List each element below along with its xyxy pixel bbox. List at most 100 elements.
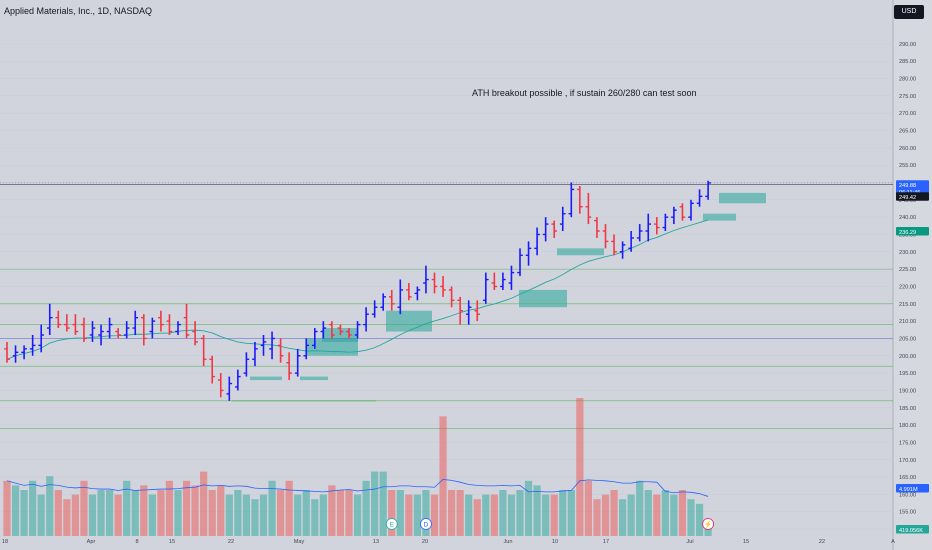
y-tick-label: 200.00 [899, 354, 916, 360]
y-tick-label: 175.00 [899, 440, 916, 446]
volume-bar [567, 490, 575, 536]
volume-bar [627, 494, 635, 536]
x-tick-label: May [294, 539, 305, 545]
volume-bar [371, 471, 379, 536]
x-tick-label: 18 [2, 539, 8, 545]
y-tick-label: 265.00 [899, 129, 916, 135]
x-tick-label: 10 [552, 539, 558, 545]
volume-bar [46, 476, 54, 536]
x-tick-label: 20 [422, 539, 428, 545]
volume-bar [353, 494, 362, 536]
volume-bar [37, 494, 45, 536]
y-tick-label: 240.00 [899, 215, 916, 221]
volume-bar [97, 490, 105, 536]
volume-bar [191, 485, 199, 536]
y-tick-label: 155.00 [899, 510, 916, 516]
x-tick-label: 15 [743, 539, 749, 545]
prev-close-badge-text: 249.42 [899, 195, 916, 201]
volume-badge [896, 525, 929, 534]
volume-bar [448, 490, 456, 536]
demand-zone [386, 310, 432, 332]
volume-bar [670, 494, 678, 536]
volume-bar [482, 494, 490, 536]
volume-bar [294, 494, 302, 536]
y-tick-label: 225.00 [899, 267, 916, 273]
volume-bar [396, 490, 404, 536]
volume-bar [456, 490, 464, 536]
volume-bar [106, 490, 114, 536]
volume-bar [362, 480, 370, 536]
volume-bar [174, 490, 182, 536]
volume-bar [695, 503, 704, 536]
currency-button[interactable]: USD [894, 5, 924, 19]
y-tick-label: 230.00 [899, 250, 916, 256]
prev-close-badge [896, 192, 929, 201]
volume-bar [277, 490, 285, 536]
volume-bar [29, 480, 37, 536]
volume-bar [584, 480, 592, 536]
event-marker-label: D [424, 522, 429, 529]
chart-title: Applied Materials, Inc., 1D, NASDAQ [4, 6, 153, 16]
volume-bar [379, 471, 387, 536]
volume-bar [542, 494, 550, 536]
demand-zone [307, 338, 358, 356]
volume-bar [311, 499, 319, 536]
volume-bar [661, 490, 669, 536]
volume-bar [242, 494, 250, 536]
volume-ma-badge-text: 4.991M [899, 487, 918, 493]
event-marker-label: ⚡ [704, 521, 712, 529]
volume-bar [653, 494, 661, 536]
y-tick-label: 245.00 [899, 198, 916, 204]
volume-bar [465, 494, 473, 536]
volume-bar [319, 494, 327, 536]
volume-bar [157, 490, 165, 536]
volume-bar [644, 490, 652, 536]
x-tick-label: 17 [603, 539, 609, 545]
volume-bar [490, 494, 498, 536]
volume-bar [678, 490, 687, 536]
volume-ma-badge [896, 484, 929, 493]
x-tick-label: Apr [87, 539, 96, 545]
volume-bar [439, 416, 447, 536]
volume-bar [20, 490, 28, 536]
volume-bar [114, 494, 122, 536]
demand-zone [300, 376, 328, 381]
event-marker [385, 518, 398, 530]
volume-bar [516, 490, 524, 536]
volume-bar [165, 480, 174, 536]
volume-bar [251, 499, 259, 536]
event-marker [420, 518, 432, 530]
volume-bar [533, 485, 541, 536]
volume-bar [88, 494, 97, 536]
volume-ma-line [6, 479, 709, 497]
volume-bar [11, 485, 20, 536]
y-tick-label: 205.00 [899, 336, 916, 342]
volume-bar [131, 490, 139, 536]
volume-bar [345, 490, 353, 536]
demand-zone [519, 289, 567, 308]
y-tick-label: 160.00 [899, 492, 916, 498]
x-tick-label: 15 [169, 539, 175, 545]
volume-bar [217, 485, 225, 536]
volume-bar [704, 526, 712, 536]
x-tick-label: Jun [503, 539, 512, 545]
volume-bar [619, 499, 627, 536]
y-tick-label: 190.00 [899, 388, 916, 394]
y-tick-label: 260.00 [899, 146, 916, 152]
y-tick-label: 195.00 [899, 371, 916, 377]
demand-zone [719, 192, 766, 204]
y-tick-label: 255.00 [899, 163, 916, 169]
volume-bar [336, 490, 345, 536]
y-tick-label: 170.00 [899, 458, 916, 464]
volume-bar [54, 490, 62, 536]
event-marker [702, 518, 714, 530]
volume-bar [225, 494, 233, 536]
volume-bar [687, 499, 695, 536]
y-tick-label: 165.00 [899, 475, 916, 481]
volume-bar [302, 490, 310, 536]
y-tick-label: 270.00 [899, 111, 916, 117]
x-tick-label: 13 [373, 539, 379, 545]
volume-bar [63, 499, 71, 536]
moving-average-line [6, 219, 709, 360]
